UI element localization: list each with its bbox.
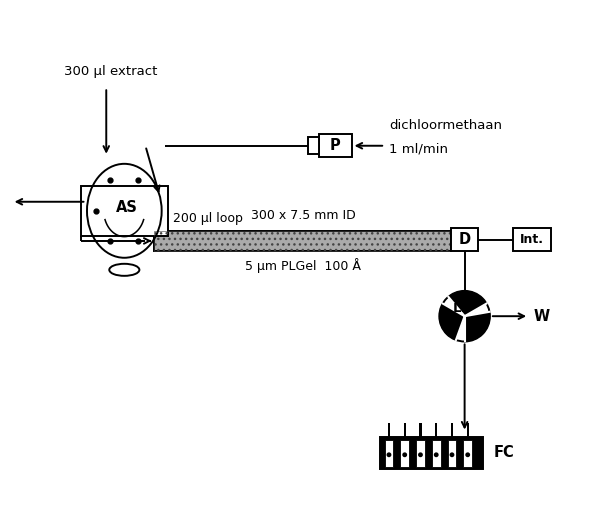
Text: FC: FC [493, 445, 514, 461]
Text: W: W [533, 308, 550, 324]
Bar [400, 440, 409, 467]
Bar [513, 228, 551, 251]
Bar [318, 134, 352, 157]
Text: P: P [330, 138, 341, 153]
Text: 200 μl loop: 200 μl loop [173, 211, 242, 225]
Bar [155, 231, 451, 251]
Text: D: D [458, 232, 471, 247]
Text: 5 μm PLGel  100 Å: 5 μm PLGel 100 Å [245, 259, 361, 273]
Text: 1 ml/min: 1 ml/min [390, 143, 448, 156]
Wedge shape [439, 304, 464, 340]
Bar [388, 423, 390, 439]
Circle shape [402, 453, 407, 457]
Bar [155, 231, 451, 251]
Bar [385, 440, 393, 467]
Bar [81, 186, 168, 236]
Circle shape [465, 453, 470, 457]
Wedge shape [448, 291, 486, 316]
Text: 300 μl extract: 300 μl extract [64, 65, 158, 78]
Wedge shape [464, 312, 490, 341]
Bar [448, 440, 456, 467]
Bar [307, 137, 318, 154]
Text: AS: AS [117, 200, 138, 215]
Text: dichloormethaan: dichloormethaan [390, 119, 503, 132]
Bar [451, 228, 478, 251]
Bar [381, 437, 483, 469]
Bar [403, 423, 406, 439]
Text: Int.: Int. [520, 233, 544, 246]
Circle shape [387, 453, 391, 457]
Bar [432, 440, 440, 467]
Text: LV: LV [453, 302, 470, 315]
Bar [463, 440, 472, 467]
Bar [451, 423, 453, 439]
Bar [419, 423, 422, 439]
Bar [416, 440, 425, 467]
Bar [467, 423, 469, 439]
Bar [435, 423, 437, 439]
Circle shape [434, 453, 439, 457]
Circle shape [449, 453, 454, 457]
Text: 300 x 7.5 mm ID: 300 x 7.5 mm ID [251, 209, 355, 222]
Circle shape [418, 453, 423, 457]
